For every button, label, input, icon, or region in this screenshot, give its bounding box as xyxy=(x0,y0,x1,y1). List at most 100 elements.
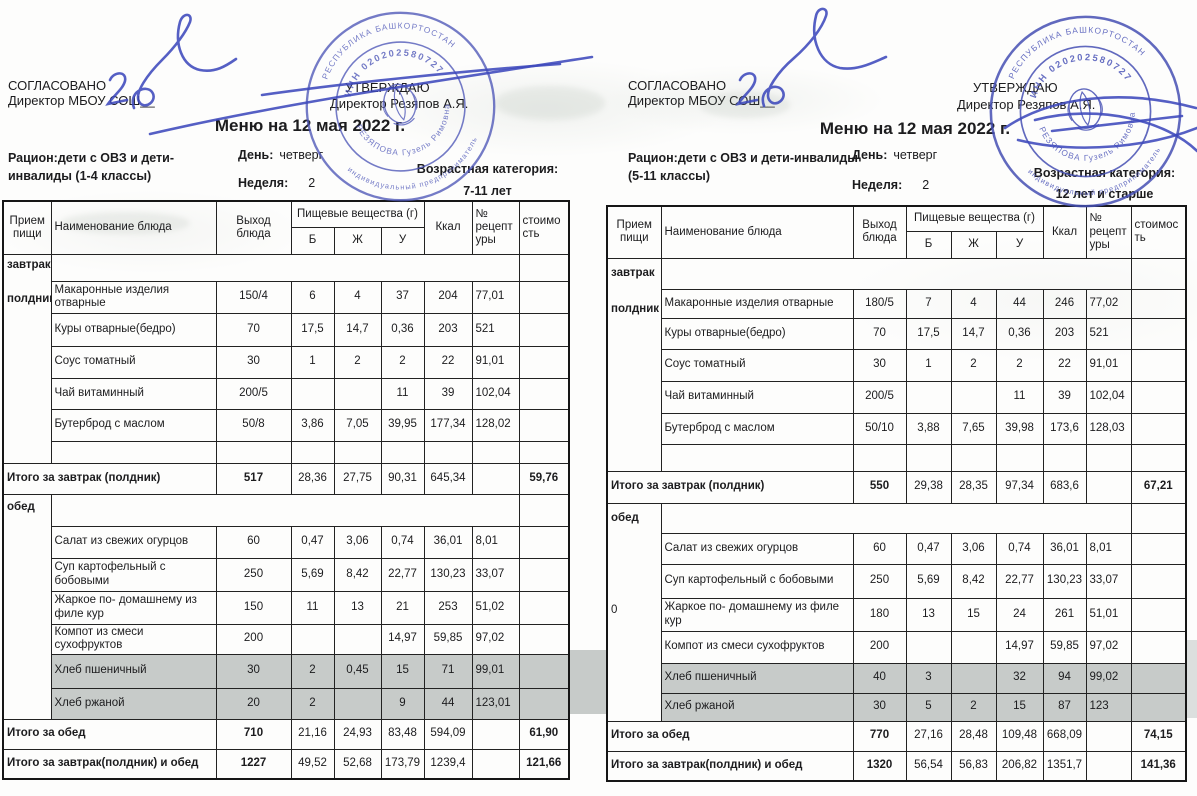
fat-cell: 4 xyxy=(333,280,382,314)
total-carbs-cell: 206,82 xyxy=(995,750,1044,782)
protein-cell: 1 xyxy=(290,345,335,379)
carbs-cell: 24 xyxy=(995,597,1044,632)
col-header-protein: Б xyxy=(905,230,952,259)
cost-cell xyxy=(518,525,570,559)
protein-cell: 3,86 xyxy=(290,408,335,442)
section-spacer-cell xyxy=(50,493,520,527)
fat-cell xyxy=(333,623,382,655)
dish-name-cell: Хлеб ржаной xyxy=(660,692,854,722)
table-row: Хлеб ржаной 30 5 2 15 87 123 xyxy=(607,692,1187,722)
table-row: Куры отварные(бедро) 70 17,5 14,7 0,36 203 521 xyxy=(3,312,570,347)
cost-cell xyxy=(1130,257,1187,290)
kcal-cell xyxy=(423,440,473,464)
day-label-left: День: xyxy=(238,148,274,162)
menu-table-left: Прием пищи Наименование блюда Выход блюда П… xyxy=(2,200,570,780)
protein-cell: 13 xyxy=(905,597,952,632)
fat-cell: 0,45 xyxy=(333,653,382,689)
total-protein-cell: 49,52 xyxy=(290,748,335,780)
dish-name-cell: Салат из свежих огурцов xyxy=(50,525,217,559)
protein-cell: 2 xyxy=(290,653,335,689)
dish-name-cell: Куры отварные(бедро) xyxy=(50,312,217,347)
col-header-protein: Б xyxy=(290,226,335,255)
col-header-kcal: Ккал xyxy=(1042,205,1087,259)
meal-label: завтрак xyxy=(611,266,655,279)
protein-cell xyxy=(905,630,952,664)
age-category-label-right: Возрастная категория: xyxy=(1033,166,1176,180)
meal-label: обед xyxy=(611,511,639,524)
dish-name-cell: Соус томатный xyxy=(50,345,217,379)
meal-section-cell: обед xyxy=(2,493,52,720)
out-cell: 200/5 xyxy=(215,377,292,410)
table-row xyxy=(3,440,570,464)
cost-cell xyxy=(1130,348,1187,382)
total-cost-cell: 59,76 xyxy=(518,462,570,495)
age-category-value-left: 7-11 лет xyxy=(463,184,512,198)
fat-cell: 3,06 xyxy=(333,525,382,559)
protein-cell: 11 xyxy=(290,590,335,625)
kcal-cell: 253 xyxy=(423,590,473,625)
kcal-cell: 261 xyxy=(1042,597,1087,632)
carbs-cell: 37 xyxy=(380,280,425,314)
dish-name-cell: Бутерброд с маслом xyxy=(660,412,854,445)
out-cell: 250 xyxy=(852,563,907,599)
total-label-cell: Итого за завтрак(полдник) и обед xyxy=(2,748,217,780)
total-fat-cell: 27,75 xyxy=(333,462,382,495)
stamp-ring-text: РЕСПУБЛИКА БАШКОРТОСТАН xyxy=(310,6,459,83)
dish-name-cell: Куры отварные(бедро) xyxy=(660,317,854,350)
day-value-right: четверг xyxy=(893,148,938,162)
recipe-cell xyxy=(471,440,520,464)
week-label-right: Неделя: xyxy=(852,178,903,192)
total-protein-cell: 28,36 xyxy=(290,462,335,495)
kcal-cell: 39 xyxy=(1042,380,1087,414)
table-row: Компот из смеси сухофруктов 200 14,97 59,85… xyxy=(3,623,570,655)
recipe-cell: 51,01 xyxy=(1085,597,1132,632)
scan-artifact-edge xyxy=(1186,640,1197,718)
total-out-cell: 710 xyxy=(215,718,292,750)
table-row: Бутерброд с маслом 50/8 3,86 7,05 39,95 177,3… xyxy=(3,408,570,442)
cost-cell xyxy=(1130,380,1187,414)
total-protein-cell: 21,16 xyxy=(290,718,335,750)
out-cell: 70 xyxy=(852,317,907,350)
col-header-name: Наименование блюда xyxy=(50,200,217,255)
table-row: Итого за завтрак(полдник) и обед 1320 56,5… xyxy=(606,750,1187,782)
cost-cell xyxy=(1130,502,1187,534)
recipe-cell: 521 xyxy=(1085,317,1132,350)
total-kcal-cell: 645,34 xyxy=(423,462,473,495)
recipe-cell: 128,03 xyxy=(1085,412,1132,445)
total-fat-cell: 52,68 xyxy=(333,748,382,780)
fat-cell xyxy=(333,687,382,720)
total-recipe-cell xyxy=(471,748,520,780)
table-row: завтрак полдник xyxy=(2,253,570,464)
table-row: Хлеб пшеничный 40 3 32 94 99,02 xyxy=(607,662,1187,694)
table-row: Салат из свежих огурцов 60 0,47 3,06 0,74 36,… xyxy=(3,525,570,559)
table-row: Итого за завтрак (полдник) 517 28,36 27,75 9… xyxy=(2,462,570,495)
out-cell: 200 xyxy=(852,630,907,664)
out-cell: 60 xyxy=(215,525,292,559)
table-row: обед 0 xyxy=(606,502,1187,722)
out-cell: 50/8 xyxy=(215,408,292,442)
recipe-cell: 102,04 xyxy=(471,377,520,410)
total-label-cell: Итого за обед xyxy=(2,718,217,750)
table-row: обед xyxy=(2,493,570,720)
dish-name-cell: Макаронные изделия отварные xyxy=(660,288,854,319)
table-row: Компот из смеси сухофруктов 200 14,97 59,85… xyxy=(607,630,1187,664)
fat-cell: 15 xyxy=(950,597,997,632)
table-row: Салат из свежих огурцов 60 0,47 3,06 0,74 36,… xyxy=(607,532,1187,565)
col-header-kcal: Ккал xyxy=(423,200,473,255)
dish-name-cell: Хлеб пшеничный xyxy=(660,662,854,694)
recipe-cell: 77,01 xyxy=(471,280,520,314)
kcal-cell: 246 xyxy=(1042,288,1087,319)
total-recipe-cell xyxy=(471,462,520,495)
total-kcal-cell: 594,09 xyxy=(423,718,473,750)
total-kcal-cell: 668,09 xyxy=(1042,720,1087,752)
agreed-director-left: Директор МБОУ СОШ__ xyxy=(8,93,155,108)
kcal-cell: 36,01 xyxy=(423,525,473,559)
recipe-cell: 99,02 xyxy=(1085,662,1132,694)
kcal-cell: 204 xyxy=(423,280,473,314)
fat-cell: 2 xyxy=(950,348,997,382)
fat-cell xyxy=(950,630,997,664)
col-header-carbs: У xyxy=(995,230,1044,259)
table-row: Жаркое по- домашнему из филе кур 180 13 15 2… xyxy=(607,597,1187,632)
cost-cell xyxy=(1130,597,1187,632)
